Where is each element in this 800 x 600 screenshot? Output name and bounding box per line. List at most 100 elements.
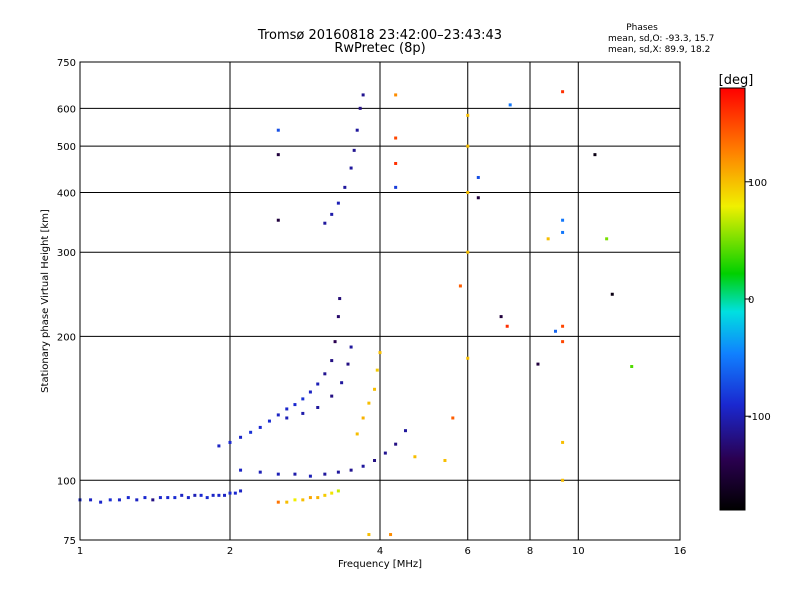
x-tick-label: 10 bbox=[572, 546, 585, 557]
x-tick-label: 4 bbox=[377, 546, 383, 557]
data-point bbox=[330, 212, 334, 216]
data-point bbox=[285, 500, 289, 504]
data-point bbox=[301, 397, 305, 401]
data-point bbox=[561, 440, 565, 444]
data-point bbox=[476, 196, 480, 200]
data-point bbox=[561, 230, 565, 234]
data-point bbox=[466, 250, 470, 254]
y-tick-label: 400 bbox=[57, 188, 76, 199]
y-tick-label: 100 bbox=[57, 476, 76, 487]
data-point bbox=[285, 407, 289, 411]
data-point bbox=[211, 493, 215, 497]
data-point bbox=[375, 368, 379, 372]
x-tick-label: 16 bbox=[674, 546, 687, 557]
y-axis-label: Stationary phase Virtual Height [km] bbox=[40, 209, 51, 393]
data-points bbox=[78, 90, 634, 537]
data-point bbox=[151, 498, 155, 502]
data-point bbox=[394, 185, 398, 189]
data-point bbox=[199, 493, 203, 497]
data-point bbox=[508, 103, 512, 107]
data-point bbox=[499, 315, 503, 319]
data-point bbox=[308, 474, 312, 478]
data-point bbox=[349, 345, 353, 349]
data-point bbox=[561, 340, 565, 344]
data-point bbox=[536, 362, 540, 366]
colorbar-tick-label: 100 bbox=[748, 178, 767, 189]
y-axis-ticks: 75 100 200 300 400 500 600 750 bbox=[57, 58, 76, 547]
data-point bbox=[301, 498, 305, 502]
data-point bbox=[336, 201, 340, 205]
x-tick-label: 1 bbox=[77, 546, 83, 557]
data-point bbox=[173, 496, 177, 500]
data-point bbox=[378, 351, 382, 355]
colorbar-tick-label: 0 bbox=[748, 295, 754, 306]
data-point bbox=[373, 387, 377, 391]
data-point bbox=[143, 496, 147, 500]
data-point bbox=[367, 533, 371, 537]
data-point bbox=[458, 284, 462, 288]
data-point bbox=[355, 128, 359, 132]
data-point bbox=[383, 451, 387, 455]
data-point bbox=[239, 489, 243, 493]
x-tick-label: 2 bbox=[227, 546, 233, 557]
data-point bbox=[330, 359, 334, 363]
data-point bbox=[394, 136, 398, 140]
data-point bbox=[466, 113, 470, 117]
data-point bbox=[276, 218, 280, 222]
data-point bbox=[276, 153, 280, 157]
data-point bbox=[546, 237, 550, 241]
data-point bbox=[258, 425, 262, 429]
data-point bbox=[394, 93, 398, 97]
data-point bbox=[205, 496, 209, 500]
data-point bbox=[355, 432, 359, 436]
data-point bbox=[308, 496, 312, 500]
data-point bbox=[352, 148, 356, 152]
x-tick-label: 6 bbox=[465, 546, 471, 557]
data-point bbox=[394, 442, 398, 446]
data-point bbox=[361, 93, 365, 97]
x-axis-ticks: 1 2 4 6 8 10 16 bbox=[77, 546, 687, 557]
data-point bbox=[505, 324, 509, 328]
data-point bbox=[293, 498, 297, 502]
data-point bbox=[561, 218, 565, 222]
y-tick-label: 200 bbox=[57, 332, 76, 343]
data-point bbox=[323, 472, 327, 476]
data-point bbox=[333, 340, 337, 344]
data-point bbox=[293, 403, 297, 407]
data-point bbox=[361, 464, 365, 468]
data-point bbox=[239, 435, 243, 439]
x-axis-label: Frequency [MHz] bbox=[338, 559, 422, 570]
data-point bbox=[561, 478, 565, 482]
data-point bbox=[276, 128, 280, 132]
data-point bbox=[413, 455, 417, 459]
data-point bbox=[276, 500, 280, 504]
data-point bbox=[330, 394, 334, 398]
data-point bbox=[561, 324, 565, 328]
stats-heading: Phases bbox=[626, 23, 658, 33]
data-point bbox=[358, 106, 362, 110]
data-point bbox=[228, 491, 232, 495]
data-point bbox=[249, 430, 253, 434]
data-point bbox=[593, 153, 597, 157]
data-point bbox=[466, 190, 470, 194]
colorbar bbox=[719, 87, 746, 511]
data-point bbox=[166, 496, 170, 500]
data-point bbox=[349, 166, 353, 170]
data-point bbox=[373, 458, 377, 462]
data-point bbox=[316, 405, 320, 409]
data-point bbox=[285, 416, 289, 420]
data-point bbox=[323, 372, 327, 376]
data-point bbox=[186, 496, 190, 500]
data-point bbox=[605, 237, 609, 241]
data-point bbox=[336, 489, 340, 493]
data-point bbox=[276, 472, 280, 476]
data-point bbox=[610, 292, 614, 296]
plot-grid bbox=[80, 62, 680, 540]
data-point bbox=[276, 413, 280, 417]
data-point bbox=[338, 297, 342, 301]
data-point bbox=[228, 440, 232, 444]
data-point bbox=[193, 493, 197, 497]
data-point bbox=[561, 90, 565, 94]
data-point bbox=[323, 221, 327, 225]
